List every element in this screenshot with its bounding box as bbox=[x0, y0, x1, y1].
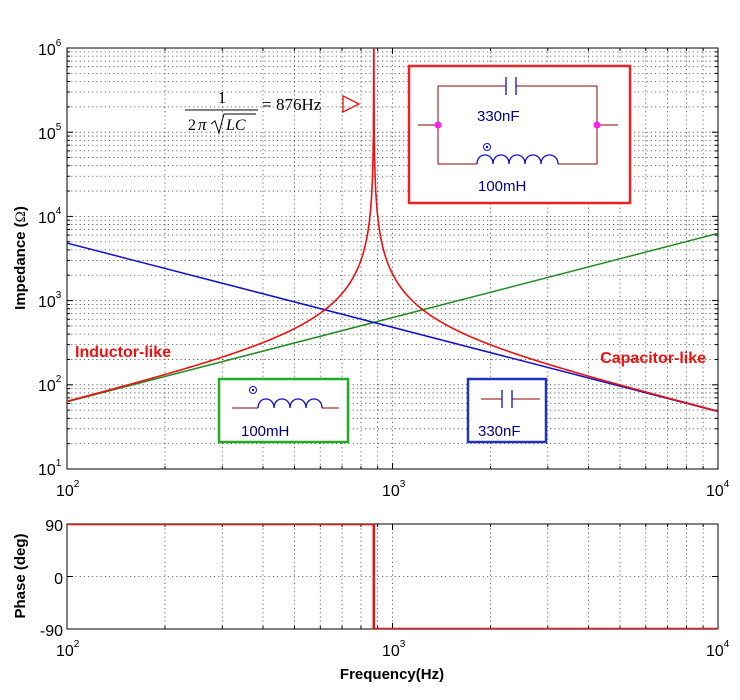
phase-y-tick-labels: 90 0 -90 bbox=[40, 518, 63, 640]
y-tick-labels: 101 102 103 104 105 106 bbox=[38, 38, 62, 479]
impedance-axis-label: Impedance (Ω) bbox=[12, 206, 29, 310]
parallel-lc-impedance-line bbox=[67, 48, 718, 412]
formula-radicand: LC bbox=[225, 117, 246, 134]
xtick-label: 102 bbox=[56, 639, 80, 660]
xtick-label: 102 bbox=[56, 479, 80, 500]
formula-numerator: 1 bbox=[218, 88, 227, 107]
xtick-label: 104 bbox=[706, 639, 730, 660]
capacitor-inset: 330nF bbox=[466, 377, 548, 444]
inductor-dot-icon bbox=[483, 143, 491, 151]
x-tick-labels-top: 102 103 104 bbox=[56, 479, 730, 500]
phase-line bbox=[67, 524, 718, 629]
phase-ytick-label: -90 bbox=[40, 623, 63, 640]
phase-ytick-label: 90 bbox=[45, 518, 63, 535]
parallel-ind-label: 100mH bbox=[478, 178, 526, 195]
phase-ytick-label: 0 bbox=[54, 571, 63, 588]
inductor-dot-icon bbox=[249, 386, 257, 394]
phase-axis-label: Phase (deg) bbox=[12, 533, 29, 618]
capacitor-like-label: Capacitor-like bbox=[600, 350, 706, 367]
ytick-label: 103 bbox=[38, 290, 62, 311]
phase-grid bbox=[67, 524, 718, 629]
formula-equals: = bbox=[262, 95, 272, 114]
parallel-cap-label: 330nF bbox=[477, 108, 520, 125]
xtick-label: 103 bbox=[382, 479, 406, 500]
inductor-inset: 100mH bbox=[217, 377, 350, 444]
ytick-label: 104 bbox=[38, 206, 62, 227]
impedance-ticks bbox=[67, 48, 718, 469]
capacitor-inset-label: 330nF bbox=[478, 423, 521, 440]
formula-two: 2 bbox=[188, 117, 196, 134]
capacitor-impedance-line bbox=[67, 242, 718, 413]
formula-value: 876Hz bbox=[276, 95, 322, 114]
inductor-like-label: Inductor-like bbox=[75, 344, 171, 361]
resonance-formula: 1 2 π LC = 876Hz bbox=[185, 88, 322, 135]
xtick-label: 104 bbox=[706, 479, 730, 500]
ytick-label: 106 bbox=[38, 38, 62, 59]
inductor-inset-label: 100mH bbox=[241, 423, 289, 440]
parallel-capacitor-icon bbox=[505, 77, 517, 95]
inductor-coil-icon bbox=[257, 398, 323, 409]
parallel-inductor-icon bbox=[476, 154, 559, 165]
terminal-node-icon bbox=[593, 121, 601, 129]
xtick-label: 103 bbox=[382, 639, 406, 660]
terminal-node-icon bbox=[434, 121, 442, 129]
resonance-arrow-icon bbox=[342, 94, 361, 114]
sqrt-sign bbox=[210, 113, 256, 135]
frequency-axis-label: Frequency(Hz) bbox=[340, 666, 444, 683]
inductor-impedance-line bbox=[67, 232, 718, 403]
parallel-lc-inset: 330nF 100mH bbox=[407, 64, 632, 205]
ytick-label: 105 bbox=[38, 122, 62, 143]
phase-x-tick-labels: 102 103 104 bbox=[56, 639, 730, 660]
ytick-label: 102 bbox=[38, 374, 62, 395]
ytick-label: 101 bbox=[38, 458, 62, 479]
capacitor-plates-icon bbox=[501, 390, 513, 408]
formula-pi: π bbox=[198, 115, 207, 134]
